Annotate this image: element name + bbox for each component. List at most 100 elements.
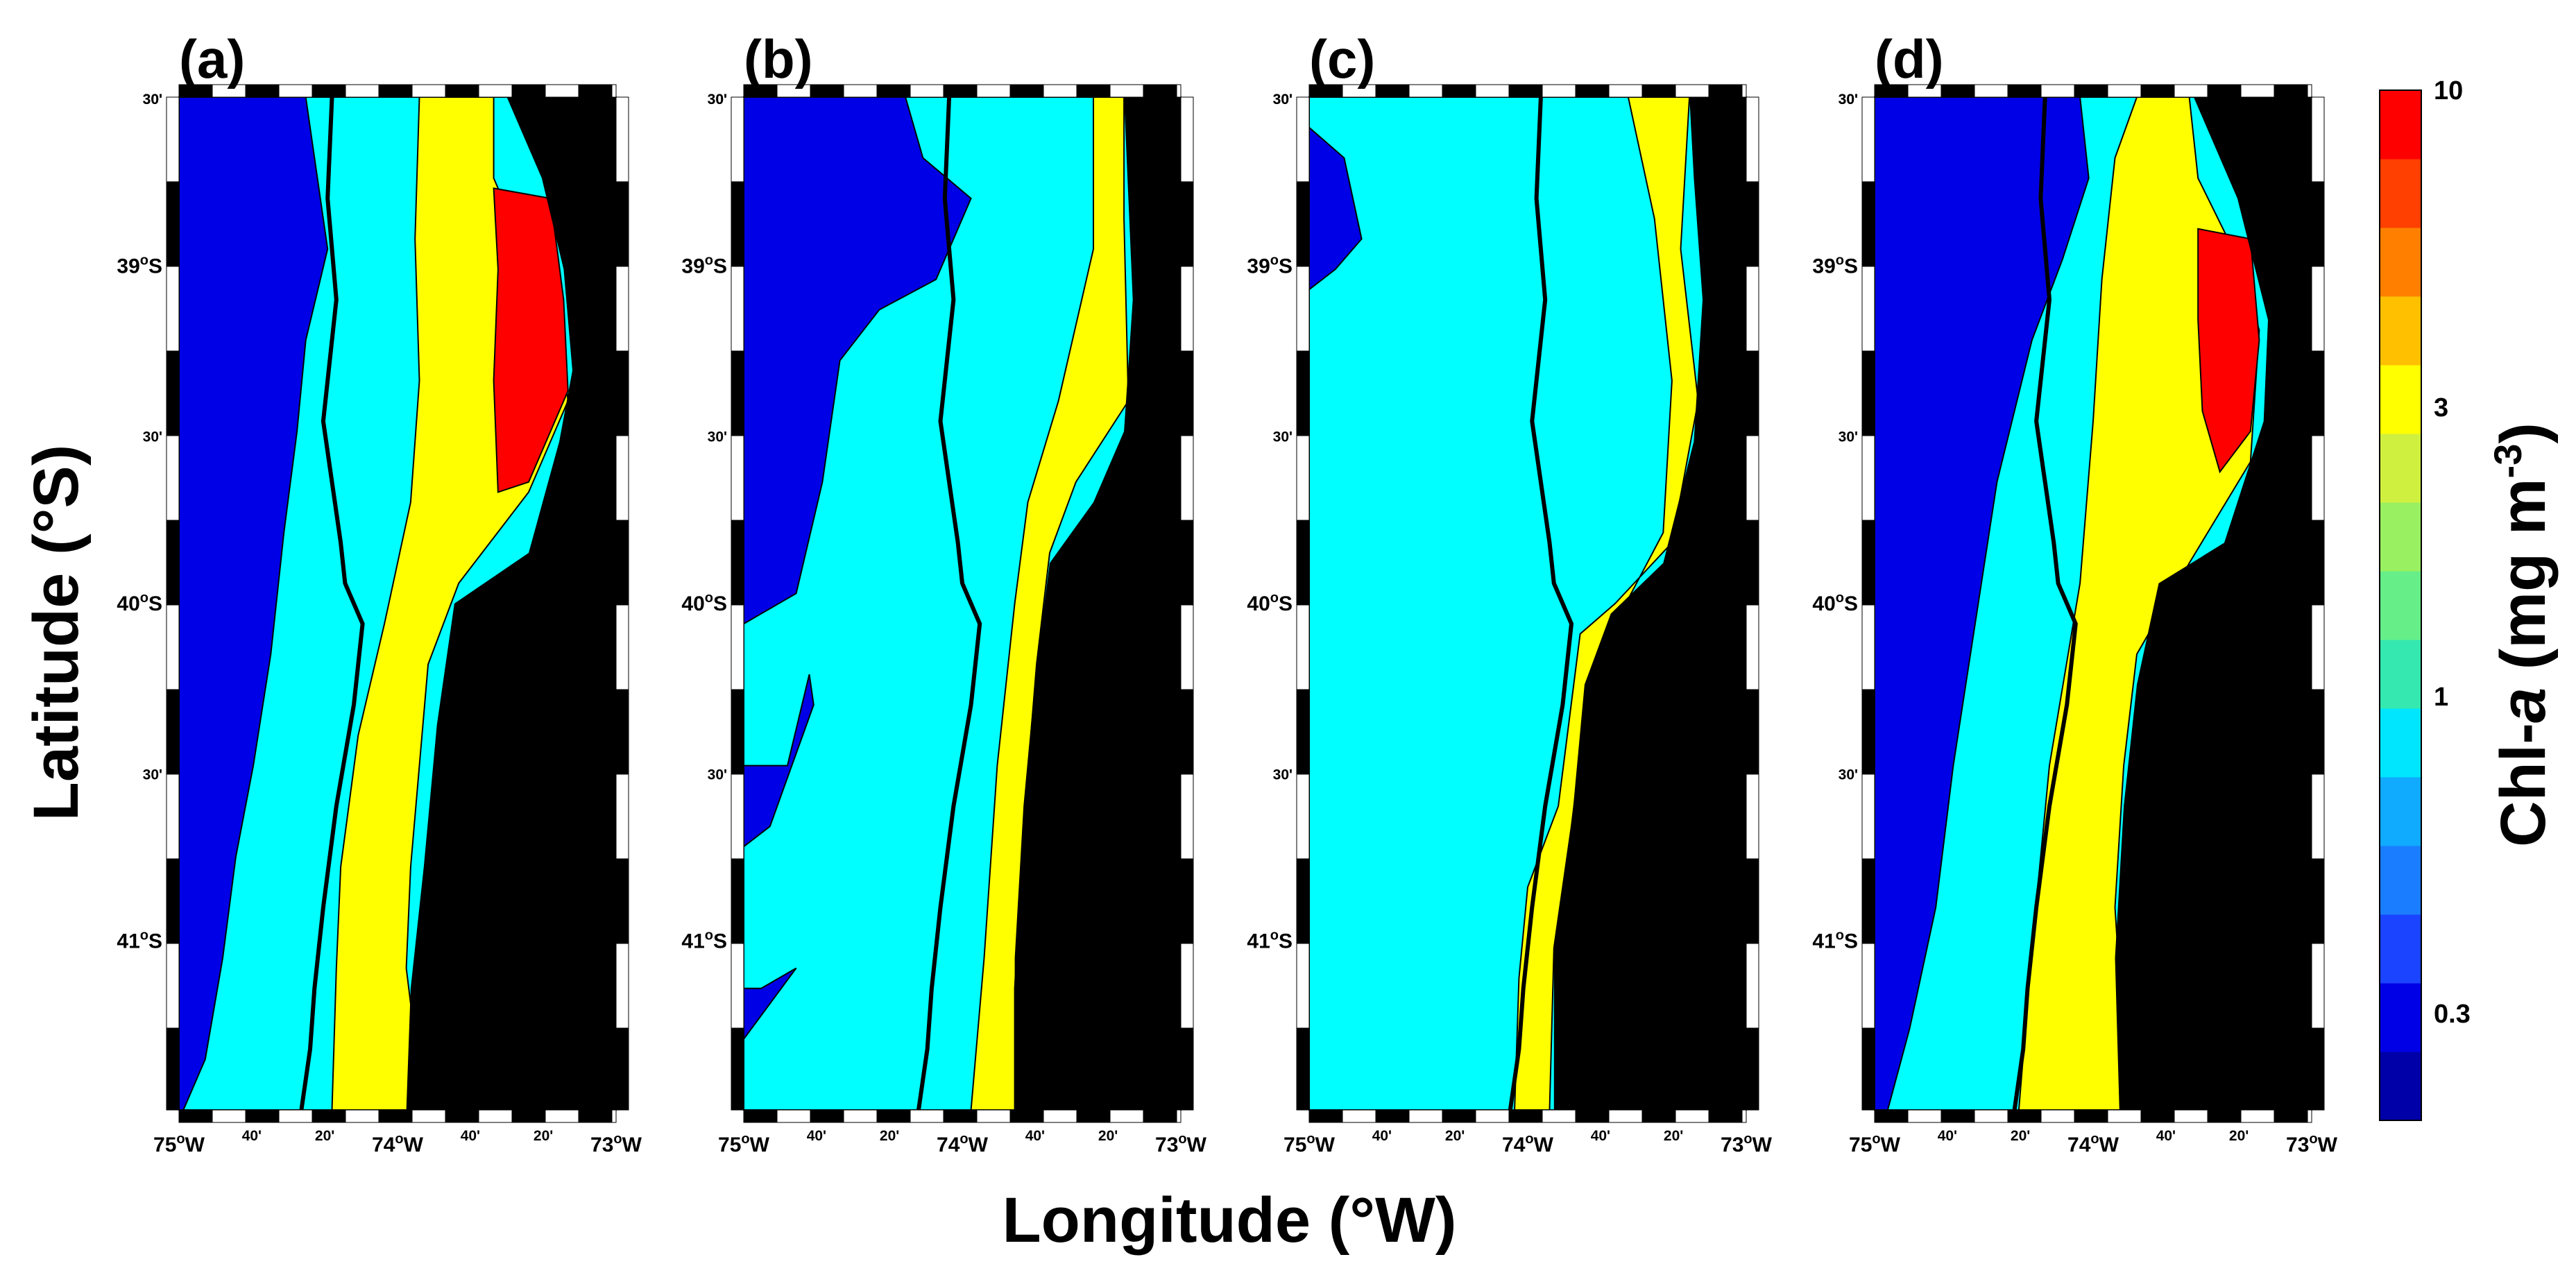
y-tick-label: 30': [708, 767, 727, 783]
colorbar-swatch: [2380, 228, 2421, 297]
x-tick-label: 20': [534, 1128, 553, 1144]
colorbar-swatch: [2380, 296, 2421, 366]
panel-label: (b): [744, 28, 813, 89]
x-tick-label: 73oW: [1155, 1131, 1207, 1156]
x-tick-label: 20': [1664, 1128, 1683, 1144]
y-tick-label: 30': [1273, 429, 1293, 445]
colorbar-swatch: [2380, 90, 2421, 160]
colorbar-tick-label: 3: [2434, 393, 2448, 422]
y-tick-label: 30': [1273, 92, 1293, 108]
x-tick-label: 20': [2229, 1128, 2249, 1144]
y-tick-label: 30': [1839, 429, 1858, 445]
chl-field-low: [1309, 126, 1363, 291]
map-panel-c: (c) 75oW 40' 20' 74oW 40' 20' 73oW 30' 30' 39oS 30'…: [1247, 28, 1772, 1156]
y-tick-label: 30': [143, 429, 162, 445]
chl-field-low: [1875, 97, 2090, 1110]
chl-field-low: [744, 97, 972, 1041]
y-tick-label: 40oS: [117, 590, 162, 615]
y-tick-label: 30': [1839, 92, 1858, 108]
colorbar-title-close: ): [2488, 422, 2559, 444]
panel-label: (d): [1875, 28, 1944, 89]
y-tick-label: 30': [1839, 767, 1858, 783]
colorbar-title-exponent: -3: [2486, 444, 2530, 479]
colorbar-title: Chl-a (mg m-3): [2486, 422, 2559, 847]
y-tick-label: 39oS: [117, 253, 162, 277]
colorbar-swatch: [2380, 640, 2421, 709]
x-tick-label: 20': [1445, 1128, 1465, 1144]
colorbar-swatch: [2380, 846, 2421, 915]
chl-field-high: [1514, 97, 1699, 1110]
bathymetry-contour: [299, 97, 365, 1110]
y-tick-label: 41oS: [117, 928, 162, 953]
panel-label: (a): [179, 28, 245, 89]
y-tick-label: 30': [1273, 767, 1293, 783]
y-tick-label: 39oS: [1247, 253, 1293, 277]
x-tick-label: 40': [242, 1128, 262, 1144]
colorbar-swatch: [2380, 1052, 2421, 1121]
colorbar: 10 3 1 0.3: [2379, 76, 2471, 1121]
colorbar-swatch: [2380, 777, 2421, 846]
map-panels: (a) 75oW 40' 20' 74oW 40' 20' 73oW 30' 30' 39oS 30'…: [117, 28, 2337, 1156]
colorbar-tick-label: 10: [2434, 76, 2463, 105]
colorbar-title-italic: a: [2488, 687, 2559, 723]
colorbar-title-part-1: Chl-: [2488, 723, 2559, 847]
y-tick-label: 30': [143, 92, 162, 108]
colorbar-swatch: [2380, 571, 2421, 640]
colorbar-tick-label: 1: [2434, 683, 2448, 712]
x-tick-label: 74oW: [2067, 1131, 2119, 1156]
y-tick-label: 30': [143, 92, 162, 108]
bathymetry-contour: [1508, 97, 1574, 1110]
y-tick-label: 30': [708, 92, 727, 108]
colorbar-frame: [2379, 89, 2422, 1121]
x-tick-label: 20': [1098, 1128, 1118, 1144]
y-tick-label: 30': [143, 767, 162, 783]
colorbar-swatch: [2380, 708, 2421, 778]
colorbar-title-part-3: (mg m: [2488, 478, 2559, 687]
x-tick-label: 73oW: [2286, 1131, 2338, 1156]
colorbar-swatch: [2380, 914, 2421, 984]
colorbar-swatch: [2380, 434, 2421, 503]
x-tick-label: 40': [807, 1128, 826, 1144]
y-tick-label: 41oS: [681, 928, 727, 953]
x-tick-label: 40': [2156, 1128, 2176, 1144]
x-tick-label: 40': [1591, 1128, 1610, 1144]
x-tick-label: 40': [1025, 1128, 1045, 1144]
x-tick-label: 20': [880, 1128, 899, 1144]
bathymetry-contour: [2012, 97, 2078, 1110]
y-tick-label: 41oS: [1812, 928, 1858, 953]
colorbar-swatch: [2380, 983, 2421, 1052]
x-tick-label: 74oW: [1502, 1131, 1554, 1156]
x-tick-label: 74oW: [937, 1131, 989, 1156]
x-tick-label: 75oW: [718, 1131, 770, 1156]
y-tick-label: 39oS: [681, 253, 727, 277]
colorbar-swatch: [2380, 365, 2421, 434]
x-tick-label: 75oW: [153, 1131, 205, 1156]
colorbar-swatch: [2380, 159, 2421, 228]
x-tick-label: 20': [315, 1128, 334, 1144]
x-tick-label: 74oW: [372, 1131, 424, 1156]
y-tick-label: 30': [1839, 92, 1858, 108]
bathymetry-contour: [916, 97, 982, 1110]
colorbar-swatch: [2380, 502, 2421, 572]
land-mask: [406, 97, 616, 1110]
y-tick-label: 30': [1273, 92, 1293, 108]
y-tick-label: 40oS: [1812, 590, 1858, 615]
x-tick-label: 73oW: [1721, 1131, 1773, 1156]
y-axis-title: Latitude (°S): [21, 445, 92, 821]
y-tick-label: 39oS: [1812, 253, 1858, 277]
colorbar-tick-label: 0.3: [2434, 1000, 2471, 1029]
y-tick-label: 30': [708, 92, 727, 108]
land-mask: [1014, 97, 1181, 1110]
chl-field-high: [970, 97, 1129, 1110]
y-tick-label: 40oS: [1247, 590, 1293, 615]
land-mask: [1553, 97, 1746, 1110]
x-tick-label: 73oW: [590, 1131, 642, 1156]
x-tick-label: 20': [2011, 1128, 2030, 1144]
chl-field-low: [179, 97, 329, 1110]
x-tick-label: 75oW: [1849, 1131, 1901, 1156]
x-axis-title: Longitude (°W): [1002, 1185, 1456, 1256]
x-tick-label: 40': [461, 1128, 480, 1144]
y-tick-label: 41oS: [1247, 928, 1293, 953]
x-tick-label: 75oW: [1283, 1131, 1336, 1156]
